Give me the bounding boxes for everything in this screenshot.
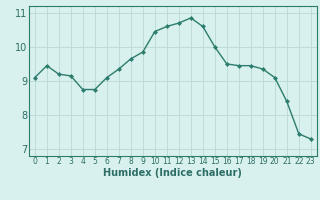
- X-axis label: Humidex (Indice chaleur): Humidex (Indice chaleur): [103, 168, 242, 178]
